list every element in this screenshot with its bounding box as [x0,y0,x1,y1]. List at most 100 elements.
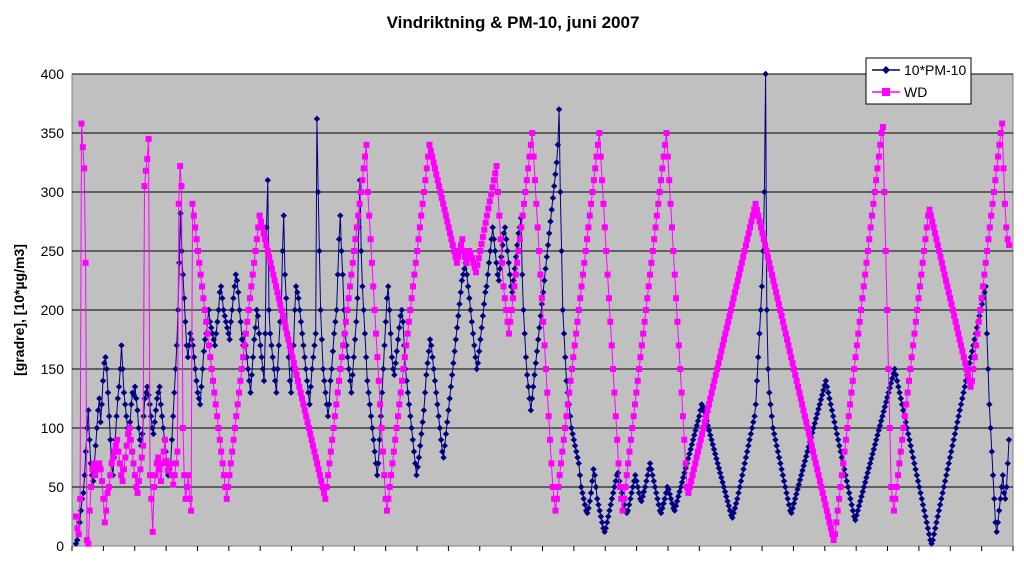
data-point [227,318,235,325]
data-point [298,330,306,337]
data-point [501,295,508,302]
data-point [999,472,1007,479]
data-point [319,365,327,373]
data-point [590,177,597,184]
data-point [353,224,360,231]
data-point [768,271,775,278]
data-point [385,283,392,290]
data-point [708,389,715,396]
data-point [801,413,808,420]
data-point [993,528,1000,536]
data-point [924,525,932,532]
data-point [849,507,857,514]
data-point [163,458,170,465]
data-point [653,489,660,497]
data-point [186,495,193,502]
data-point [852,516,859,524]
data-point [419,200,426,207]
data-point [353,318,360,325]
data-point [75,531,82,538]
data-point [505,330,512,337]
data-point [201,336,209,343]
data-point [625,501,633,508]
data-point [916,283,923,290]
data-point [764,253,771,260]
data-point [641,318,648,325]
data-point [936,501,944,508]
data-point [902,418,909,426]
data-point [761,188,768,196]
data-point [155,389,162,396]
data-point [730,509,737,517]
data-point [377,401,384,408]
data-point [786,348,793,355]
data-point [530,383,537,390]
data-point [310,442,317,449]
data-point [289,354,296,361]
data-point [228,306,236,314]
data-point [986,401,993,408]
data-point [120,466,127,473]
data-point [990,189,997,195]
data-point [950,436,957,443]
data-point [755,212,762,219]
data-point [788,354,795,361]
data-point [637,354,644,361]
data-point [145,135,152,142]
data-point [692,427,699,434]
data-point [216,289,224,296]
data-point [457,289,464,296]
data-point [302,365,310,373]
data-point [925,531,933,538]
data-point [96,460,103,467]
data-point [951,312,958,319]
data-point [778,312,785,319]
data-point [889,375,896,382]
data-point [312,330,319,337]
data-point [283,295,290,302]
data-point [800,462,807,469]
data-point [853,512,860,519]
data-point [349,371,356,379]
data-point [870,446,877,453]
data-point [499,259,506,266]
data-point [793,490,800,498]
data-point [785,501,793,508]
data-point [884,394,891,401]
data-point [385,495,392,502]
data-point [363,141,370,148]
data-point [582,248,589,254]
data-point [189,200,196,207]
data-point [775,454,783,461]
data-point [96,395,103,402]
data-point [258,354,265,361]
data-point [869,450,876,458]
data-point [1002,495,1009,502]
data-point [414,463,421,471]
data-point [274,289,281,296]
data-point [688,478,695,485]
data-point [458,277,466,284]
data-point [238,366,245,372]
data-point [774,448,782,455]
data-point [905,430,912,438]
data-point [414,248,421,254]
data-point [833,519,840,526]
data-point [758,224,765,231]
data-point [742,242,749,249]
data-point [689,472,696,479]
data-point [347,283,354,290]
data-point [552,171,559,178]
data-point [672,502,680,510]
data-point [642,307,649,313]
data-point [175,200,182,207]
data-point [303,413,310,420]
data-point [229,448,236,455]
data-point [643,477,650,485]
data-point [255,224,262,231]
data-point [600,200,607,207]
data-point [714,366,721,372]
data-point [959,395,966,402]
data-point [716,354,723,361]
